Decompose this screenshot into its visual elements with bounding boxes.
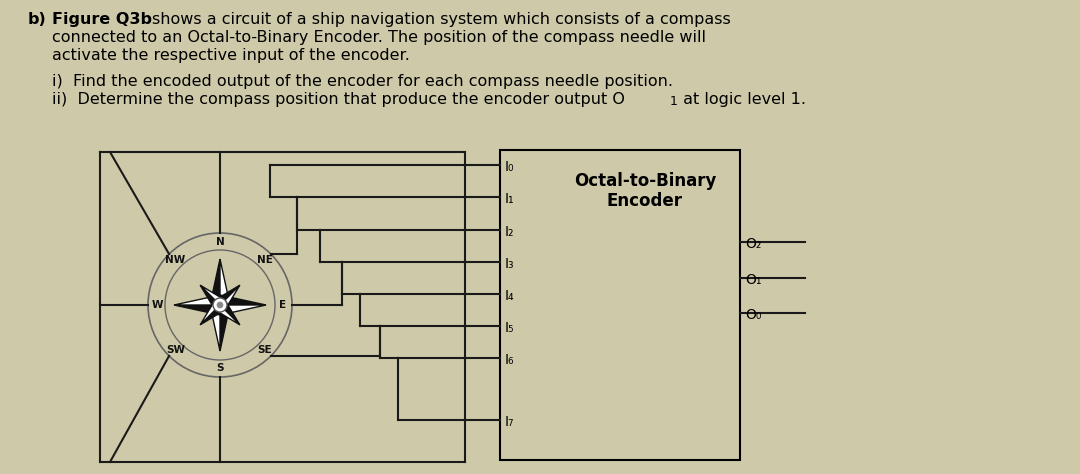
Text: activate the respective input of the encoder.: activate the respective input of the enc… [52, 48, 410, 63]
Text: O₀: O₀ [745, 308, 761, 322]
Polygon shape [220, 305, 266, 315]
Polygon shape [220, 305, 230, 351]
Polygon shape [210, 305, 220, 351]
Polygon shape [200, 300, 220, 325]
Text: I₃: I₃ [505, 257, 515, 271]
Text: I₆: I₆ [505, 353, 514, 367]
Polygon shape [220, 285, 240, 310]
Circle shape [217, 302, 222, 308]
Text: W: W [151, 300, 163, 310]
Text: NW: NW [165, 255, 186, 265]
Text: connected to an Octal-to-Binary Encoder. The position of the compass needle will: connected to an Octal-to-Binary Encoder.… [52, 30, 706, 45]
Polygon shape [200, 285, 225, 305]
Polygon shape [215, 285, 240, 305]
Bar [500, 150, 740, 460]
Polygon shape [200, 285, 220, 310]
Text: i)  Find the encoded output of the encoder for each compass needle position.: i) Find the encoded output of the encode… [52, 74, 673, 89]
Text: I₅: I₅ [505, 321, 514, 335]
Text: I₀: I₀ [505, 160, 514, 174]
Text: O₁: O₁ [745, 273, 761, 287]
Text: I₄: I₄ [505, 289, 515, 303]
Polygon shape [215, 305, 240, 325]
Text: at logic level 1.: at logic level 1. [678, 92, 806, 107]
Text: ii)  Determine the compass position that produce the encoder output O: ii) Determine the compass position that … [52, 92, 625, 107]
Text: Octal-to-Binary: Octal-to-Binary [573, 172, 716, 190]
Text: E: E [280, 300, 286, 310]
Text: shows a circuit of a ship navigation system which consists of a compass: shows a circuit of a ship navigation sys… [152, 12, 731, 27]
Text: Encoder: Encoder [607, 192, 683, 210]
Polygon shape [220, 259, 230, 305]
Polygon shape [220, 300, 240, 325]
Text: O₂: O₂ [745, 237, 761, 251]
Polygon shape [174, 295, 220, 305]
Text: 1: 1 [670, 95, 678, 108]
Circle shape [213, 298, 227, 312]
Text: SE: SE [257, 345, 272, 355]
Polygon shape [220, 295, 266, 305]
Polygon shape [174, 305, 220, 315]
Text: N: N [216, 237, 225, 247]
Polygon shape [210, 259, 220, 305]
Text: SW: SW [166, 345, 185, 355]
Text: Figure Q3b: Figure Q3b [52, 12, 152, 27]
Text: b): b) [28, 12, 46, 27]
Text: NE: NE [257, 255, 272, 265]
Text: I₁: I₁ [505, 192, 515, 206]
Text: I₂: I₂ [505, 225, 514, 239]
Polygon shape [200, 305, 225, 325]
Text: S: S [216, 363, 224, 373]
Text: I₇: I₇ [505, 415, 515, 429]
